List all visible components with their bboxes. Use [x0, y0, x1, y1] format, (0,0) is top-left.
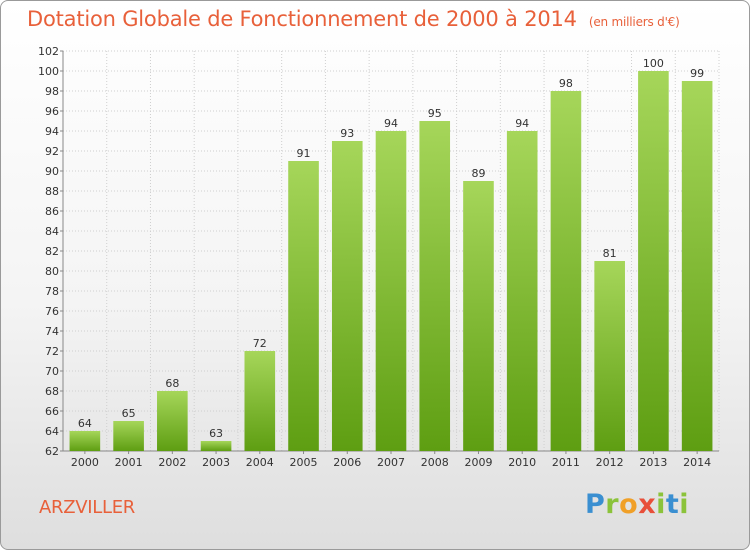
bar-2012[interactable] [594, 261, 625, 451]
y-tick-label: 92 [45, 145, 59, 158]
chart-title-text: Dotation Globale de Fonctionnement de 20… [27, 7, 577, 31]
value-label-2004: 72 [253, 337, 267, 350]
bars [69, 71, 713, 451]
value-label-2014: 99 [690, 67, 704, 80]
x-tick-label: 2012 [596, 456, 624, 469]
y-tick-label: 90 [45, 165, 59, 178]
y-tick-label: 68 [45, 385, 59, 398]
y-tick-label: 94 [45, 125, 59, 138]
x-tick-label: 2005 [290, 456, 318, 469]
chart-title: Dotation Globale de Fonctionnement de 20… [27, 7, 680, 31]
x-tick-label: 2002 [158, 456, 186, 469]
x-tick-label: 2009 [464, 456, 492, 469]
bar-2004[interactable] [244, 351, 276, 451]
y-tick-label: 74 [45, 325, 59, 338]
y-tick-label: 64 [45, 425, 59, 438]
tick-labels: 62 64 66 68 70 72 74 76 78 80 82 84 86 88 90 92 94 96 98 10… [38, 45, 711, 469]
bar-2008[interactable] [419, 121, 451, 451]
x-tick-label: 2014 [683, 456, 711, 469]
y-tick-label: 78 [45, 285, 59, 298]
bar-2014[interactable] [681, 81, 713, 451]
y-tick-label: 84 [45, 225, 59, 238]
y-tick-label: 80 [45, 265, 59, 278]
bar-2006[interactable] [331, 141, 363, 451]
y-tick-label: 82 [45, 245, 59, 258]
value-label-2003: 63 [209, 427, 223, 440]
y-tick-label: 76 [45, 305, 59, 318]
value-label-2002: 68 [165, 377, 179, 390]
y-tick-label: 96 [45, 105, 59, 118]
x-tick-label: 2013 [639, 456, 667, 469]
y-tick-label: 62 [45, 445, 59, 458]
value-label-2001: 65 [122, 407, 136, 420]
bar-2001[interactable] [113, 421, 144, 451]
y-tick-label: 86 [45, 205, 59, 218]
x-tick-label: 2001 [115, 456, 143, 469]
y-tick-label: 102 [38, 45, 59, 58]
bar-2005[interactable] [288, 161, 319, 451]
x-tick-label: 2011 [552, 456, 580, 469]
value-label-2012: 81 [603, 247, 617, 260]
y-tick-label: 98 [45, 85, 59, 98]
y-tick-label: 100 [38, 65, 59, 78]
chart-subtitle: (en milliers d'€) [588, 15, 680, 29]
value-label-2013: 100 [643, 57, 664, 70]
x-tick-label: 2004 [246, 456, 274, 469]
bar-2000[interactable] [69, 431, 101, 451]
bar-2013[interactable] [638, 71, 669, 451]
bar-2007[interactable] [375, 131, 407, 451]
bar-2009[interactable] [463, 181, 494, 451]
value-label-2010: 94 [515, 117, 529, 130]
x-tick-label: 2003 [202, 456, 230, 469]
value-label-2011: 98 [559, 77, 573, 90]
x-tick-label: 2000 [71, 456, 99, 469]
y-tick-label: 70 [45, 365, 59, 378]
value-label-2008: 95 [428, 107, 442, 120]
x-tick-label: 2010 [508, 456, 536, 469]
x-tick-label: 2006 [333, 456, 361, 469]
value-label-2009: 89 [471, 167, 485, 180]
bar-2003[interactable] [200, 441, 232, 451]
value-label-2005: 91 [297, 147, 311, 160]
y-tick-label: 72 [45, 345, 59, 358]
commune-name: ARZVILLER [39, 497, 136, 518]
y-tick-label: 88 [45, 185, 59, 198]
bar-2011[interactable] [550, 91, 582, 451]
x-tick-label: 2007 [377, 456, 405, 469]
value-label-2000: 64 [78, 417, 92, 430]
x-tick-label: 2008 [421, 456, 449, 469]
proxiti-logo[interactable]: Proxiti [585, 489, 690, 520]
value-label-2006: 93 [340, 127, 354, 140]
value-label-2007: 94 [384, 117, 398, 130]
bar-2010[interactable] [506, 131, 538, 451]
value-labels: 64 65 68 63 72 91 93 94 95 89 94 98 81 100 99 [78, 57, 704, 440]
y-tick-label: 66 [45, 405, 59, 418]
bar-2002[interactable] [157, 391, 188, 451]
